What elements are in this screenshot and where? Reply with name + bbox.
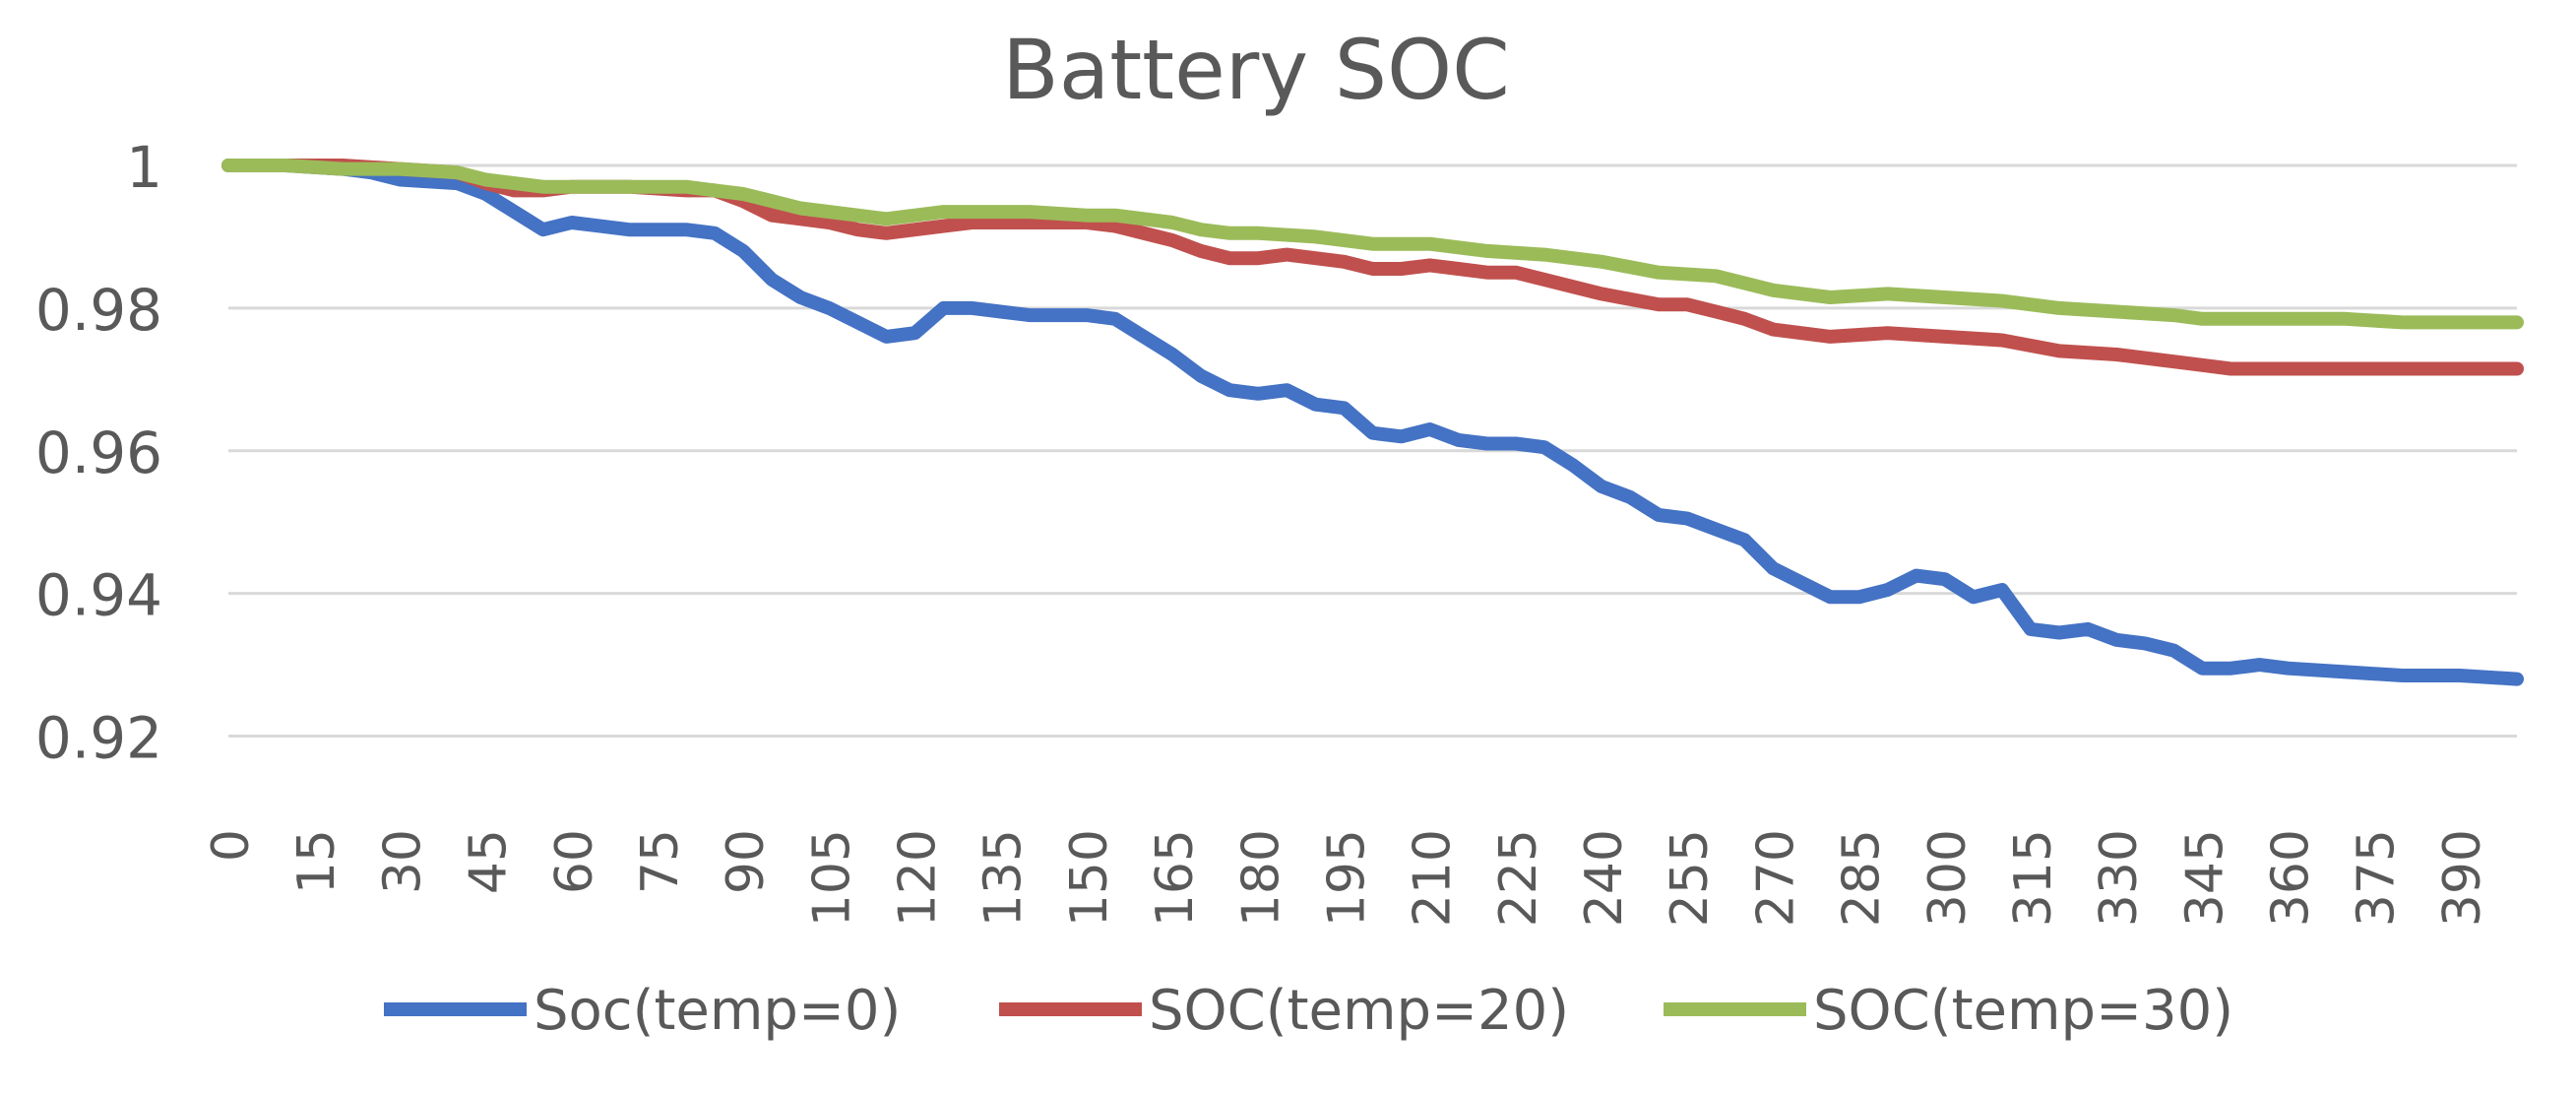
x-tick-label: 330 xyxy=(2090,829,2149,927)
x-tick-label: 315 xyxy=(2004,829,2063,927)
x-tick-label: 60 xyxy=(545,829,604,894)
x-tick-label: 390 xyxy=(2433,829,2492,927)
x-tick-label: 150 xyxy=(1060,829,1119,927)
x-tick-label: 180 xyxy=(1231,829,1290,927)
y-tick-label: 0.96 xyxy=(35,419,162,486)
legend-label: Soc(temp=0) xyxy=(534,979,901,1043)
x-tick-label: 255 xyxy=(1661,829,1720,927)
y-tick-label: 1 xyxy=(126,134,162,201)
legend-label: SOC(temp=20) xyxy=(1149,979,1569,1043)
x-tick-label: 285 xyxy=(1833,829,1892,927)
series-line-0 xyxy=(221,159,2524,686)
y-tick-label: 0.98 xyxy=(35,277,162,344)
y-axis: 1 0.98 0.96 0.94 0.92 xyxy=(35,134,162,772)
x-tick-label: 105 xyxy=(802,829,861,927)
x-tick-label: 300 xyxy=(1918,829,1978,927)
x-tick-label: 225 xyxy=(1489,829,1548,927)
series-lines xyxy=(221,159,2524,686)
legend-label: SOC(temp=30) xyxy=(1813,979,2233,1043)
x-tick-label: 165 xyxy=(1146,829,1205,927)
chart-title: Battery SOC xyxy=(1002,22,1510,118)
x-tick-label: 270 xyxy=(1746,829,1805,927)
series-line-2 xyxy=(221,159,2524,330)
x-axis: 0 15 30 45 60 75 90 105 120 135 150 165 180 195 210 225… xyxy=(202,829,2492,927)
y-tick-label: 0.94 xyxy=(35,562,162,629)
x-tick-label: 135 xyxy=(974,829,1034,927)
x-tick-label: 375 xyxy=(2348,829,2407,927)
x-tick-label: 360 xyxy=(2262,829,2321,927)
x-tick-label: 90 xyxy=(717,829,776,894)
series-line-1 xyxy=(221,159,2524,376)
x-tick-label: 210 xyxy=(1404,829,1463,927)
x-tick-label: 240 xyxy=(1575,829,1634,927)
x-tick-label: 120 xyxy=(889,829,948,927)
x-tick-label: 75 xyxy=(631,829,690,894)
x-tick-label: 195 xyxy=(1317,829,1376,927)
x-tick-label: 15 xyxy=(287,829,346,894)
legend: Soc(temp=0) SOC(temp=20) SOC(temp=30) xyxy=(384,979,2233,1043)
x-tick-label: 0 xyxy=(202,829,261,862)
x-tick-label: 30 xyxy=(373,829,432,894)
x-tick-label: 345 xyxy=(2175,829,2234,927)
y-tick-label: 0.92 xyxy=(35,705,162,772)
x-tick-label: 45 xyxy=(460,829,519,894)
